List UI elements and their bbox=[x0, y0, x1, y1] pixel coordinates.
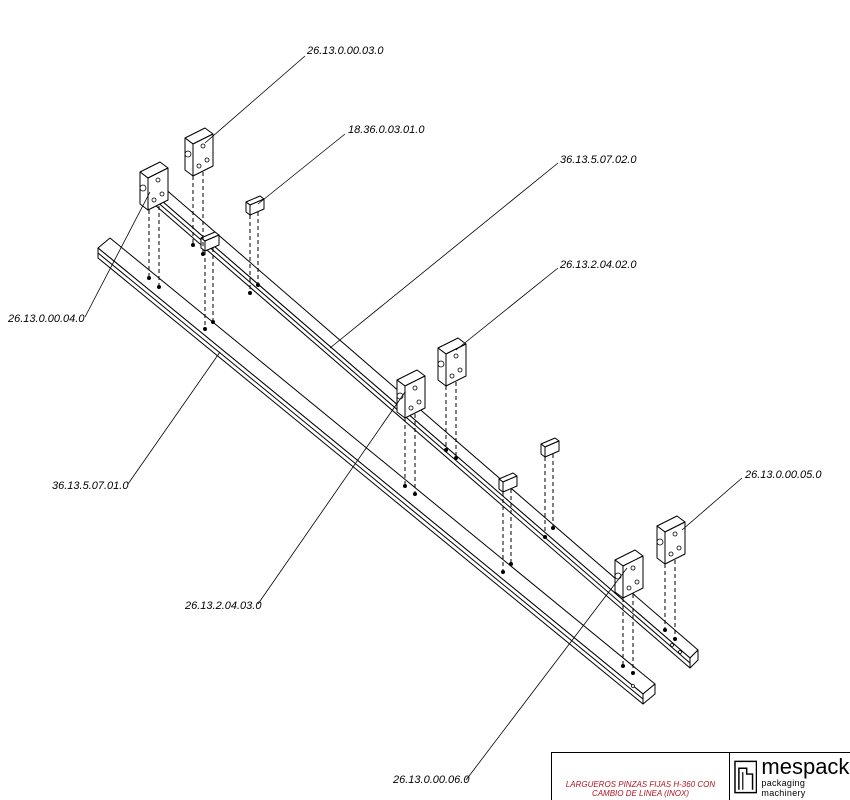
callout-18-36-0-03-01: 18.36.0.03.01.0 bbox=[348, 124, 425, 136]
spacer-4 bbox=[498, 472, 518, 493]
callout-36-13-5-07-01: 36.13.5.07.01.0 bbox=[52, 480, 129, 492]
title-block: LARGUEROS PINZAS FIJAS H-360 CON CAMBIO … bbox=[551, 752, 850, 800]
callout-26-13-2-04-03: 26.13.2.04.03.0 bbox=[184, 600, 262, 612]
clamp-block-e bbox=[656, 515, 686, 565]
callout-26-13-0-00-06: 26.13.0.00.06.0 bbox=[392, 774, 470, 786]
mespack-logo-icon bbox=[734, 760, 758, 793]
title-cell: LARGUEROS PINZAS FIJAS H-360 CON CAMBIO … bbox=[552, 753, 730, 800]
logo-cell: mespack packaging machinery bbox=[730, 753, 850, 800]
leader-lines bbox=[84, 55, 743, 781]
drawing-title: LARGUEROS PINZAS FIJAS H-360 CON CAMBIO … bbox=[565, 780, 716, 798]
brand-tagline: packaging machinery bbox=[761, 777, 806, 798]
spacer-1 bbox=[245, 195, 265, 216]
spacer-3 bbox=[540, 437, 560, 458]
fastener-lines bbox=[147, 172, 677, 675]
clamp-block-d bbox=[396, 369, 426, 419]
clamp-block-a bbox=[184, 127, 214, 177]
callout-26-13-2-04-02: 26.13.2.04.02.0 bbox=[559, 259, 637, 271]
logo-words: mespack packaging machinery bbox=[761, 753, 850, 798]
clamp-block-f bbox=[614, 549, 644, 599]
callout-26-13-0-00-04: 26.13.0.00.04.0 bbox=[7, 313, 85, 325]
callout-26-13-0-00-03: 26.13.0.00.03.0 bbox=[306, 45, 384, 57]
callout-36-13-5-07-02: 36.13.5.07.02.0 bbox=[560, 154, 637, 166]
front-bar bbox=[97, 237, 656, 705]
callout-26-13-0-00-05: 26.13.0.00.05.0 bbox=[744, 469, 822, 481]
brand-name: mespack bbox=[761, 753, 850, 779]
spacer-2 bbox=[200, 231, 220, 252]
